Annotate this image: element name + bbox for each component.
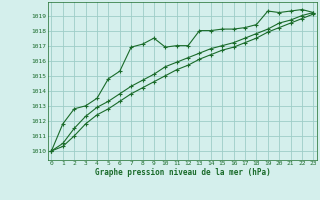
- X-axis label: Graphe pression niveau de la mer (hPa): Graphe pression niveau de la mer (hPa): [94, 168, 270, 177]
